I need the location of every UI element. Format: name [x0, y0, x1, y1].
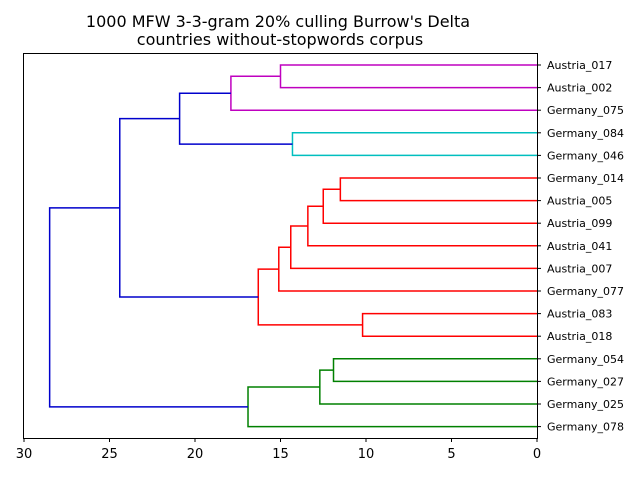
leaf-label: Germany_027 — [547, 375, 624, 388]
dendrogram-link-5 — [322, 188, 537, 224]
x-tick-label: 10 — [358, 447, 375, 462]
dendrogram-link-3 — [178, 92, 293, 145]
x-tick-label: 0 — [533, 447, 541, 462]
leaf-label: Austria_007 — [547, 262, 612, 275]
leaf-label: Germany_014 — [547, 172, 624, 185]
dendrogram-link-13 — [319, 369, 537, 405]
leaf-label: Germany_054 — [547, 353, 624, 366]
leaf-label: Germany_077 — [547, 285, 624, 298]
dendrogram-link-4 — [339, 177, 537, 202]
leaf-label: Austria_018 — [547, 330, 612, 343]
leaf-label: Germany_075 — [547, 104, 624, 117]
dendrogram-link-9 — [361, 312, 537, 337]
x-tick-label: 5 — [447, 447, 455, 462]
x-tick-label: 25 — [101, 447, 118, 462]
leaf-label: Germany_084 — [547, 127, 624, 140]
x-tick-label: 20 — [187, 447, 204, 462]
dendrogram-links — [48, 64, 537, 428]
chart-subtitle: countries without-stopwords corpus — [137, 30, 423, 49]
chart-title: 1000 MFW 3-3-gram 20% culling Burrow's D… — [86, 12, 470, 31]
leaf-label: Austria_041 — [547, 240, 612, 253]
dendrogram-link-6 — [307, 205, 537, 247]
dendrogram-link-2 — [291, 132, 537, 157]
dendrogram-link-14 — [247, 386, 537, 428]
dendrogram-link-7 — [290, 225, 537, 270]
leaf-label: Austria_002 — [547, 82, 612, 95]
leaf-label: Austria_083 — [547, 308, 612, 321]
dendrogram-link-0 — [279, 64, 537, 89]
x-tick-label: 30 — [16, 447, 33, 462]
dendrogram-link-10 — [257, 268, 363, 326]
leaf-labels: Austria_017 Austria_002 Germany_075 Germany… — [537, 59, 624, 434]
dendrogram-link-1 — [230, 75, 537, 111]
leaf-label: Germany_025 — [547, 398, 624, 411]
leaf-label: Austria_099 — [547, 217, 612, 230]
x-axis-ticks: 30 25 20 15 10 5 0 — [16, 438, 541, 462]
dendrogram-link-15 — [48, 207, 249, 408]
x-tick-label: 15 — [272, 447, 289, 462]
leaf-label: Austria_005 — [547, 195, 612, 208]
leaf-label: Germany_078 — [547, 421, 624, 434]
leaf-label: Germany_046 — [547, 149, 624, 162]
dendrogram-link-11 — [119, 117, 259, 298]
leaf-label: Austria_017 — [547, 59, 612, 72]
dendrogram-link-12 — [332, 358, 537, 383]
